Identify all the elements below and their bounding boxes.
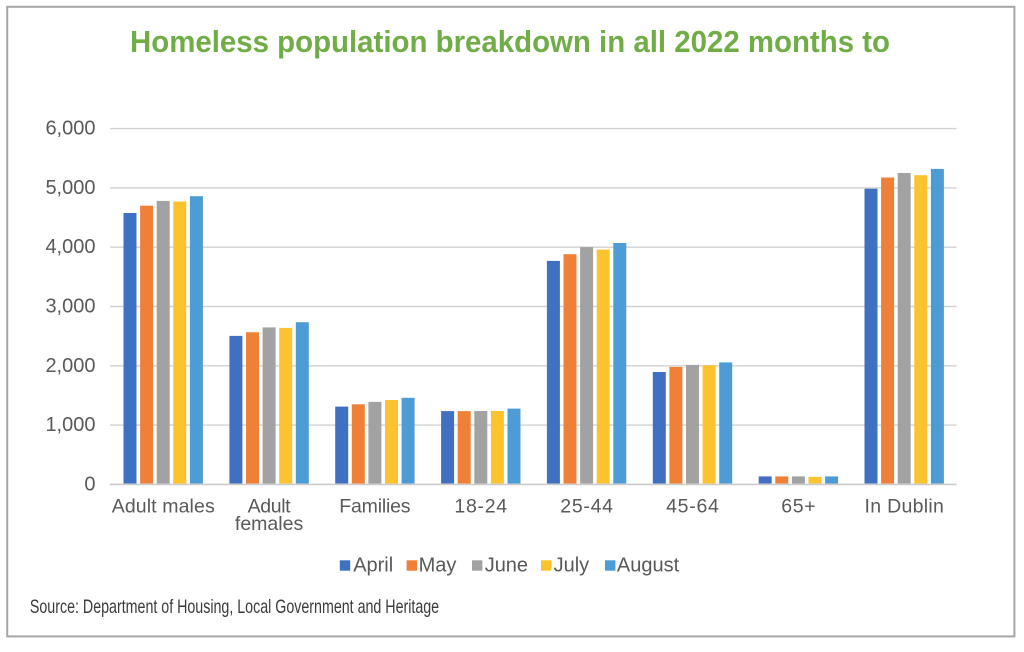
svg-text:18-24: 18-24 — [454, 495, 507, 517]
svg-text:In Dublin: In Dublin — [865, 495, 944, 517]
svg-text:4,000: 4,000 — [45, 236, 95, 258]
svg-text:Homeless population breakdown: Homeless population breakdown in all 202… — [130, 24, 890, 59]
svg-text:Source: Department of Housing,: Source: Department of Housing, Local Gov… — [30, 596, 439, 617]
svg-text:Adult: Adult — [248, 495, 292, 517]
svg-text:July: July — [554, 554, 590, 576]
svg-text:Adult males: Adult males — [112, 495, 215, 517]
svg-text:June: June — [485, 554, 528, 576]
svg-text:April: April — [353, 554, 393, 576]
svg-text:5,000: 5,000 — [45, 177, 95, 199]
svg-text:1,000: 1,000 — [45, 414, 95, 436]
svg-text:25-44: 25-44 — [560, 495, 613, 517]
svg-text:August: August — [617, 554, 680, 576]
svg-text:females: females — [235, 513, 304, 535]
svg-text:6,000: 6,000 — [45, 118, 95, 140]
svg-text:3,000: 3,000 — [45, 296, 95, 318]
svg-text:May: May — [419, 554, 457, 576]
svg-text:Families: Families — [339, 495, 410, 517]
svg-text:45-64: 45-64 — [666, 495, 719, 517]
svg-text:65+: 65+ — [781, 495, 815, 517]
svg-text:0: 0 — [84, 473, 95, 495]
svg-text:2,000: 2,000 — [45, 355, 95, 377]
